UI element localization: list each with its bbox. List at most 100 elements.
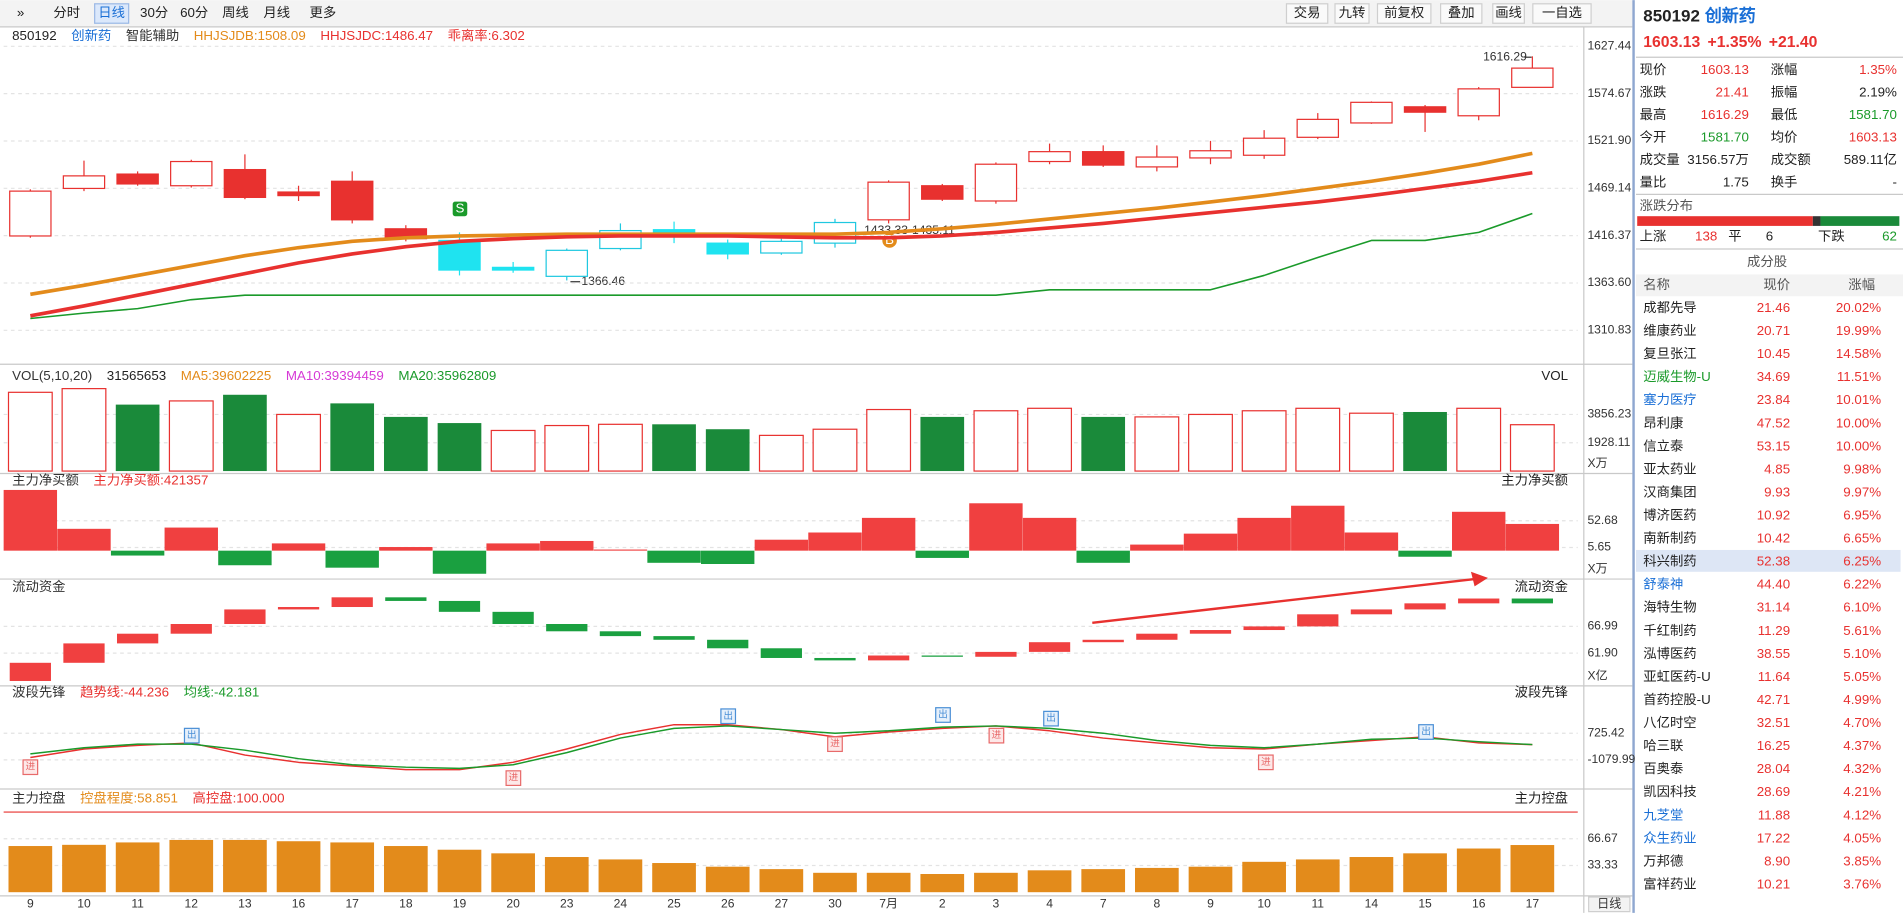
stock-name[interactable]: 汉商集团 bbox=[1643, 484, 1696, 499]
flow-bar bbox=[1404, 603, 1446, 610]
list-title: 成分股 bbox=[1747, 254, 1787, 269]
stock-name[interactable]: 百奥泰 bbox=[1643, 760, 1683, 776]
stat-value: 1603.13 bbox=[1849, 129, 1897, 144]
stock-name[interactable]: 昂利康 bbox=[1643, 414, 1683, 430]
stock-name[interactable]: 千红制药 bbox=[1643, 623, 1696, 638]
stock-name[interactable]: 科兴制药 bbox=[1643, 554, 1696, 569]
signal-box bbox=[988, 727, 1005, 744]
stock-name[interactable]: 众生药业 bbox=[1643, 830, 1696, 845]
tool-label[interactable]: 九转 bbox=[1339, 5, 1366, 20]
stat-value: 1616.29 bbox=[1701, 107, 1749, 122]
signal-label: 出 bbox=[187, 728, 197, 741]
tab-label[interactable]: 月线 bbox=[263, 5, 290, 20]
tool-label[interactable]: 一自选 bbox=[1542, 5, 1582, 20]
period-label: 日线 bbox=[1597, 897, 1621, 911]
tab-label[interactable]: 日线 bbox=[98, 5, 125, 20]
x-tick-label: 4 bbox=[1046, 897, 1053, 911]
stock-name[interactable]: 博济医药 bbox=[1643, 507, 1696, 522]
tool-label[interactable]: 叠加 bbox=[1448, 5, 1475, 20]
tab-label[interactable]: 周线 bbox=[222, 5, 249, 20]
tab-label[interactable]: 30分 bbox=[140, 5, 168, 20]
stock-change: 5.10% bbox=[1843, 646, 1881, 661]
stock-price: 10.42 bbox=[1757, 531, 1790, 546]
x-tick-label: 15 bbox=[1418, 897, 1432, 911]
stock-name[interactable]: 凯因科技 bbox=[1643, 784, 1696, 799]
bar bbox=[652, 424, 696, 472]
series-line bbox=[30, 170, 1533, 318]
stock-price: 11.29 bbox=[1758, 623, 1790, 638]
x-tick-label: 8 bbox=[1153, 897, 1160, 911]
flow-bar bbox=[170, 624, 212, 634]
tool-button[interactable] bbox=[1439, 3, 1483, 24]
x-tick-label: 11 bbox=[1311, 897, 1324, 911]
bar bbox=[759, 869, 804, 893]
stock-name[interactable]: 富祥药业 bbox=[1643, 875, 1696, 891]
signal-box bbox=[183, 727, 200, 744]
x-tick-label: 3 bbox=[993, 897, 1000, 911]
stock-name[interactable]: 首药控股-U bbox=[1643, 692, 1710, 707]
flow-bar bbox=[653, 636, 695, 640]
stock-name[interactable]: 哈三联 bbox=[1643, 738, 1683, 753]
stock-name[interactable]: 亚太药业 bbox=[1643, 461, 1696, 476]
bar bbox=[866, 408, 912, 472]
stock-name[interactable]: 维康药业 bbox=[1643, 322, 1696, 338]
bar bbox=[115, 404, 160, 472]
column-header[interactable]: 名称 bbox=[1643, 277, 1670, 292]
stat-label: 今开 bbox=[1640, 129, 1667, 144]
signal-label: 进 bbox=[1261, 756, 1271, 768]
flow-bar bbox=[116, 633, 159, 644]
candle-body bbox=[1296, 118, 1340, 138]
bar bbox=[1403, 411, 1447, 472]
candle-body bbox=[1403, 106, 1447, 113]
stock-name[interactable]: 南新制药 bbox=[1643, 531, 1696, 546]
stock-name[interactable]: 亚虹医药-U bbox=[1643, 669, 1710, 684]
x-tick-label: 7 bbox=[1100, 897, 1107, 911]
stock-name[interactable]: 成都先导 bbox=[1643, 300, 1696, 315]
stock-name[interactable]: 塞力医疗 bbox=[1643, 391, 1696, 407]
tool-button[interactable] bbox=[1532, 3, 1592, 24]
stock-name[interactable]: 信立泰 bbox=[1643, 438, 1683, 453]
column-header[interactable]: 现价 bbox=[1763, 277, 1790, 292]
x-tick-label: 7月 bbox=[879, 897, 898, 911]
tool-button[interactable] bbox=[1376, 3, 1432, 24]
tool-button[interactable] bbox=[1334, 3, 1370, 24]
x-tick-label: 26 bbox=[721, 897, 735, 911]
bar bbox=[544, 857, 589, 893]
stat-label: 最低 bbox=[1771, 107, 1798, 122]
stock-name[interactable]: 迈威生物-U bbox=[1643, 369, 1710, 384]
stock-name[interactable]: 九芝堂 bbox=[1643, 807, 1683, 822]
tab-label[interactable]: 分时 bbox=[53, 5, 80, 20]
bar bbox=[1027, 870, 1072, 893]
tool-label[interactable]: 交易 bbox=[1294, 4, 1321, 20]
stock-price: 47.52 bbox=[1757, 415, 1790, 430]
stock-name[interactable]: 八亿时空 bbox=[1643, 715, 1696, 730]
flow-bar bbox=[9, 662, 51, 681]
stock-name[interactable]: 复旦张江 bbox=[1643, 345, 1696, 361]
tool-button[interactable] bbox=[1492, 3, 1525, 24]
tool-label[interactable]: 画线 bbox=[1495, 5, 1522, 20]
column-header[interactable]: 涨幅 bbox=[1848, 277, 1875, 292]
stock-name[interactable]: 万邦德 bbox=[1643, 853, 1683, 868]
breadth-count: 62 bbox=[1882, 228, 1897, 243]
tab-label[interactable]: 60分 bbox=[180, 5, 208, 20]
stock-name[interactable]: 海特生物 bbox=[1643, 600, 1696, 615]
stat-value: 589.11亿 bbox=[1844, 152, 1897, 167]
stock-name[interactable]: 泓博医药 bbox=[1643, 646, 1696, 661]
legend-item: HHJSJDB:1508.09 bbox=[194, 28, 306, 43]
y-tick-label: 52.68 bbox=[1587, 513, 1618, 527]
bar bbox=[486, 543, 540, 551]
bar bbox=[379, 547, 433, 551]
candle-body bbox=[545, 249, 589, 277]
stock-change: 10.00% bbox=[1836, 415, 1881, 430]
tab-label[interactable]: 更多 bbox=[309, 4, 336, 20]
candle-body bbox=[760, 240, 803, 254]
tab-button[interactable] bbox=[94, 3, 130, 24]
bar bbox=[164, 527, 218, 551]
candle-body bbox=[170, 160, 213, 187]
bar bbox=[705, 429, 750, 472]
tool-label[interactable]: 前复权 bbox=[1384, 4, 1424, 20]
stock-name[interactable]: 舒泰神 bbox=[1643, 577, 1683, 592]
stock-change: 10.00% bbox=[1836, 438, 1881, 453]
collapse-icon[interactable]: » bbox=[17, 5, 24, 20]
tool-button[interactable] bbox=[1285, 3, 1329, 24]
